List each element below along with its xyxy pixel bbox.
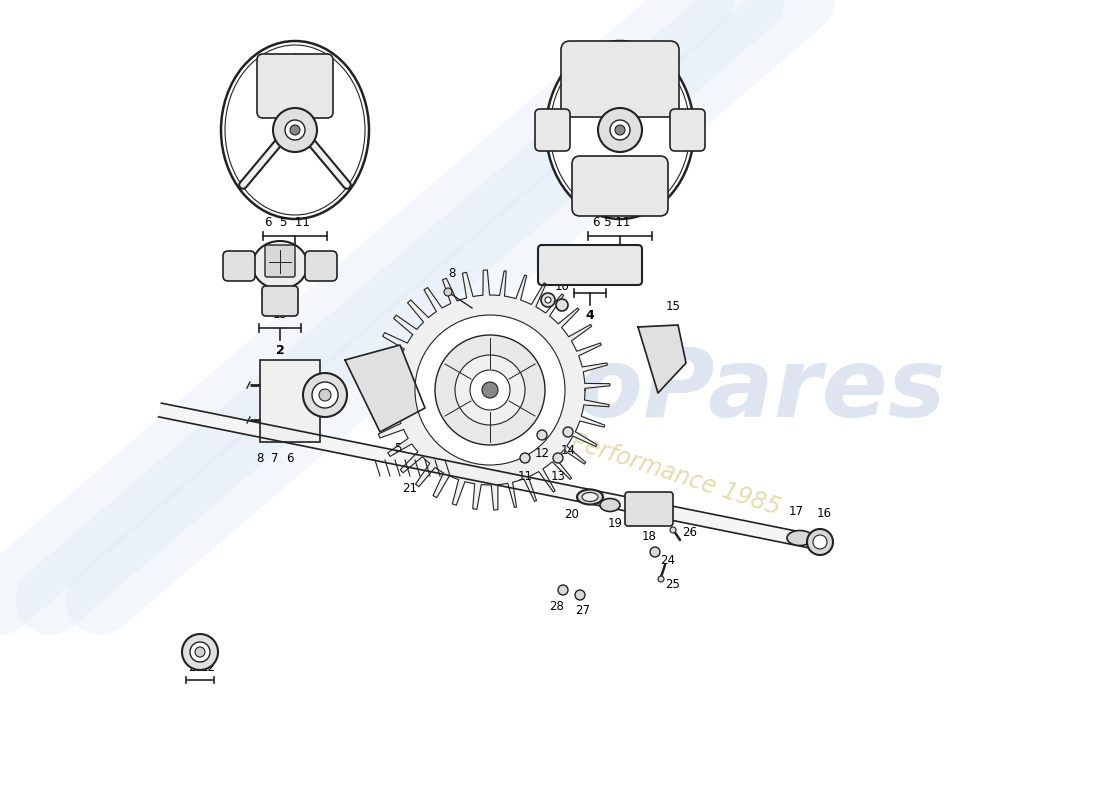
Circle shape — [312, 382, 338, 408]
Text: PORSCHE: PORSCHE — [559, 258, 621, 271]
Text: 14: 14 — [561, 444, 575, 457]
Circle shape — [670, 527, 676, 533]
Circle shape — [610, 120, 630, 140]
Circle shape — [813, 535, 827, 549]
Circle shape — [455, 355, 525, 425]
Text: 2: 2 — [276, 344, 285, 357]
Bar — [260, 360, 320, 442]
Circle shape — [558, 585, 568, 595]
Text: 21: 21 — [403, 482, 418, 495]
Text: 10: 10 — [554, 280, 570, 293]
Text: 6: 6 — [286, 452, 294, 465]
FancyBboxPatch shape — [572, 156, 668, 216]
Text: 19: 19 — [607, 517, 623, 530]
FancyBboxPatch shape — [262, 286, 298, 316]
Text: 25: 25 — [666, 578, 680, 591]
Text: 15: 15 — [666, 300, 681, 313]
Polygon shape — [370, 270, 609, 510]
Text: 22: 22 — [200, 661, 216, 674]
Text: 4: 4 — [585, 309, 594, 322]
Text: a passion for Performance 1985: a passion for Performance 1985 — [417, 380, 783, 520]
Circle shape — [470, 370, 510, 410]
Polygon shape — [345, 345, 425, 432]
Text: 13: 13 — [551, 470, 565, 483]
Text: 24: 24 — [660, 554, 675, 566]
Text: 3: 3 — [616, 252, 625, 265]
Circle shape — [615, 125, 625, 135]
Text: euroPares: euroPares — [394, 343, 946, 437]
Ellipse shape — [221, 41, 368, 219]
Circle shape — [319, 389, 331, 401]
Circle shape — [190, 642, 210, 662]
Ellipse shape — [546, 41, 694, 219]
Circle shape — [302, 373, 346, 417]
Text: 6  5  11: 6 5 11 — [265, 216, 309, 229]
Text: 9: 9 — [541, 274, 549, 287]
Circle shape — [575, 590, 585, 600]
FancyBboxPatch shape — [561, 41, 679, 117]
Text: 8: 8 — [449, 267, 455, 280]
Circle shape — [273, 108, 317, 152]
Text: 6 5 11: 6 5 11 — [593, 216, 630, 229]
Circle shape — [195, 647, 205, 657]
Circle shape — [541, 293, 556, 307]
Ellipse shape — [582, 493, 598, 502]
Circle shape — [553, 453, 563, 463]
Text: 28: 28 — [550, 600, 564, 613]
Text: 12: 12 — [535, 447, 550, 460]
Text: 26: 26 — [682, 526, 697, 538]
Text: 23: 23 — [188, 661, 204, 674]
Text: 5: 5 — [394, 442, 402, 455]
Text: 7: 7 — [272, 452, 278, 465]
Text: 11: 11 — [517, 470, 532, 483]
FancyBboxPatch shape — [670, 109, 705, 151]
Text: 18: 18 — [641, 530, 657, 543]
Circle shape — [556, 299, 568, 311]
Circle shape — [415, 315, 565, 465]
Ellipse shape — [253, 241, 308, 289]
Polygon shape — [638, 325, 686, 393]
Circle shape — [537, 430, 547, 440]
FancyBboxPatch shape — [535, 109, 570, 151]
Circle shape — [285, 120, 305, 140]
Circle shape — [563, 427, 573, 437]
Ellipse shape — [578, 490, 603, 505]
Circle shape — [658, 576, 664, 582]
Text: 1: 1 — [290, 252, 299, 265]
FancyBboxPatch shape — [625, 492, 673, 526]
Text: 8: 8 — [256, 452, 264, 465]
FancyBboxPatch shape — [538, 245, 642, 285]
Text: 20: 20 — [564, 508, 580, 521]
Circle shape — [544, 297, 551, 303]
Text: 27: 27 — [575, 604, 591, 617]
Circle shape — [444, 288, 452, 296]
Circle shape — [482, 382, 498, 398]
Text: 16: 16 — [816, 507, 832, 520]
Circle shape — [182, 634, 218, 670]
Ellipse shape — [786, 530, 813, 546]
FancyBboxPatch shape — [257, 54, 333, 118]
Text: 15: 15 — [273, 308, 287, 321]
Circle shape — [807, 529, 833, 555]
Circle shape — [290, 125, 300, 135]
FancyBboxPatch shape — [305, 251, 337, 281]
Text: 15: 15 — [583, 273, 597, 286]
Text: 17: 17 — [789, 505, 803, 518]
Ellipse shape — [600, 498, 620, 511]
FancyBboxPatch shape — [265, 245, 295, 277]
Circle shape — [520, 453, 530, 463]
Polygon shape — [158, 403, 832, 552]
Circle shape — [434, 335, 544, 445]
FancyBboxPatch shape — [223, 251, 255, 281]
Circle shape — [650, 547, 660, 557]
Circle shape — [598, 108, 642, 152]
